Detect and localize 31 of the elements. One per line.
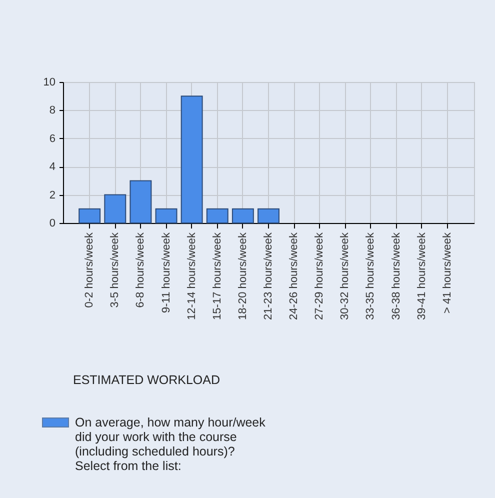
x-tick-label: 18-20 hours/week: [236, 232, 249, 320]
y-tick-label: 8: [49, 104, 56, 117]
x-tick-label: 0-2 hours/week: [84, 232, 96, 308]
text: ESTIMATED WORKLOAD: [73, 373, 220, 387]
x-tick-label: 21-23 hours/week: [262, 232, 274, 320]
x-tick-label: 33-35 hours/week: [364, 232, 377, 320]
y-tick-label: 0: [49, 218, 56, 230]
y-tick-label: 6: [49, 132, 56, 145]
bar: [180, 96, 203, 224]
x-tick-label: 24-26 hours/week: [288, 232, 300, 320]
legend-label: On average, how many hour/week did your work with the course (including scheduled hours)? Select from the list:: [75, 416, 266, 473]
bar: [258, 208, 280, 224]
y-tick-label: 10: [43, 76, 56, 88]
bar: [206, 208, 228, 224]
x-tick-label: > 41 hours/week: [441, 232, 454, 314]
x-tick-label: 9-11 hours/week: [160, 232, 172, 314]
x-tick-label: 3-5 hours/week: [109, 232, 122, 308]
x-tick-label: 15-17 hours/week: [211, 232, 224, 320]
x-tick-label: 6-8 hours/week: [134, 232, 147, 308]
bar: [155, 208, 178, 224]
y-tick-label: 2: [49, 189, 56, 202]
y-tick-label: 4: [49, 161, 56, 174]
x-tick-label: 36-38 hours/week: [390, 232, 402, 320]
bar: [104, 194, 126, 224]
bar: [232, 208, 254, 224]
x-tick-label: 30-32 hours/week: [339, 232, 352, 320]
x-tick-label: 27-29 hours/week: [314, 232, 326, 320]
x-tick-label: 39-41 hours/week: [416, 232, 428, 320]
bar: [130, 180, 152, 224]
bar: [78, 208, 101, 224]
x-tick-label: 12-14 hours/week: [186, 232, 198, 320]
